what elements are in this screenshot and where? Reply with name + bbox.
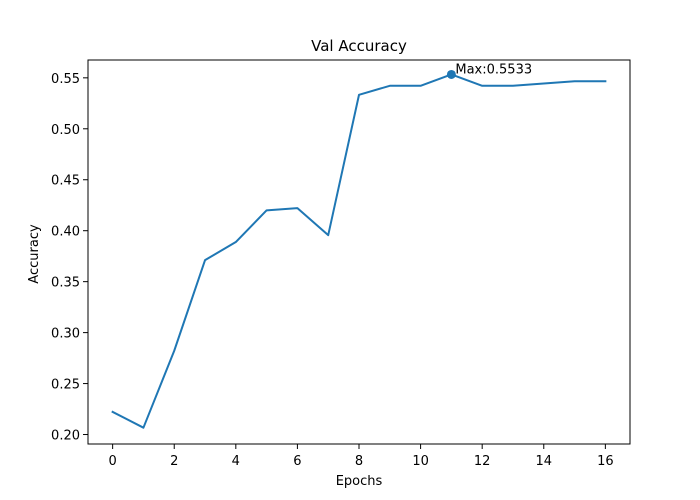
max-annotation-label: Max:0.5533 xyxy=(455,62,532,77)
x-tick-label: 6 xyxy=(293,454,301,469)
y-axis: 0.20 0.25 0.30 0.35 0.40 0.45 0.50 0.55 xyxy=(51,72,88,444)
x-tick-label: 14 xyxy=(535,454,552,469)
y-axis-label: Accuracy xyxy=(27,224,42,284)
x-tick-label: 10 xyxy=(412,454,429,469)
y-tick-label: 0.20 xyxy=(51,429,80,444)
y-tick-label: 0.30 xyxy=(51,327,80,342)
y-tick-label: 0.35 xyxy=(51,276,80,291)
series-line-0 xyxy=(111,73,607,429)
x-tick-label: 12 xyxy=(474,454,491,469)
y-tick-label: 0.50 xyxy=(51,123,80,138)
y-tick-label: 0.45 xyxy=(51,174,80,189)
x-tick-label: 2 xyxy=(170,454,178,469)
plot-area: Max:0.5533 xyxy=(87,59,631,445)
plot-frame xyxy=(87,59,631,445)
y-tick-label: 0.55 xyxy=(51,72,80,87)
x-tick-label: 8 xyxy=(355,454,363,469)
y-tick-label: 0.40 xyxy=(51,225,80,240)
chart-title: Val Accuracy xyxy=(311,37,407,55)
max-point-marker xyxy=(446,69,456,79)
y-tick-label: 0.25 xyxy=(51,378,80,393)
x-tick-label: 4 xyxy=(232,454,240,469)
x-axis-label: Epochs xyxy=(336,474,383,489)
x-tick-label: 16 xyxy=(597,454,614,469)
x-axis: 0 2 4 6 8 10 12 14 16 xyxy=(108,444,614,469)
x-tick-label: 0 xyxy=(108,454,116,469)
